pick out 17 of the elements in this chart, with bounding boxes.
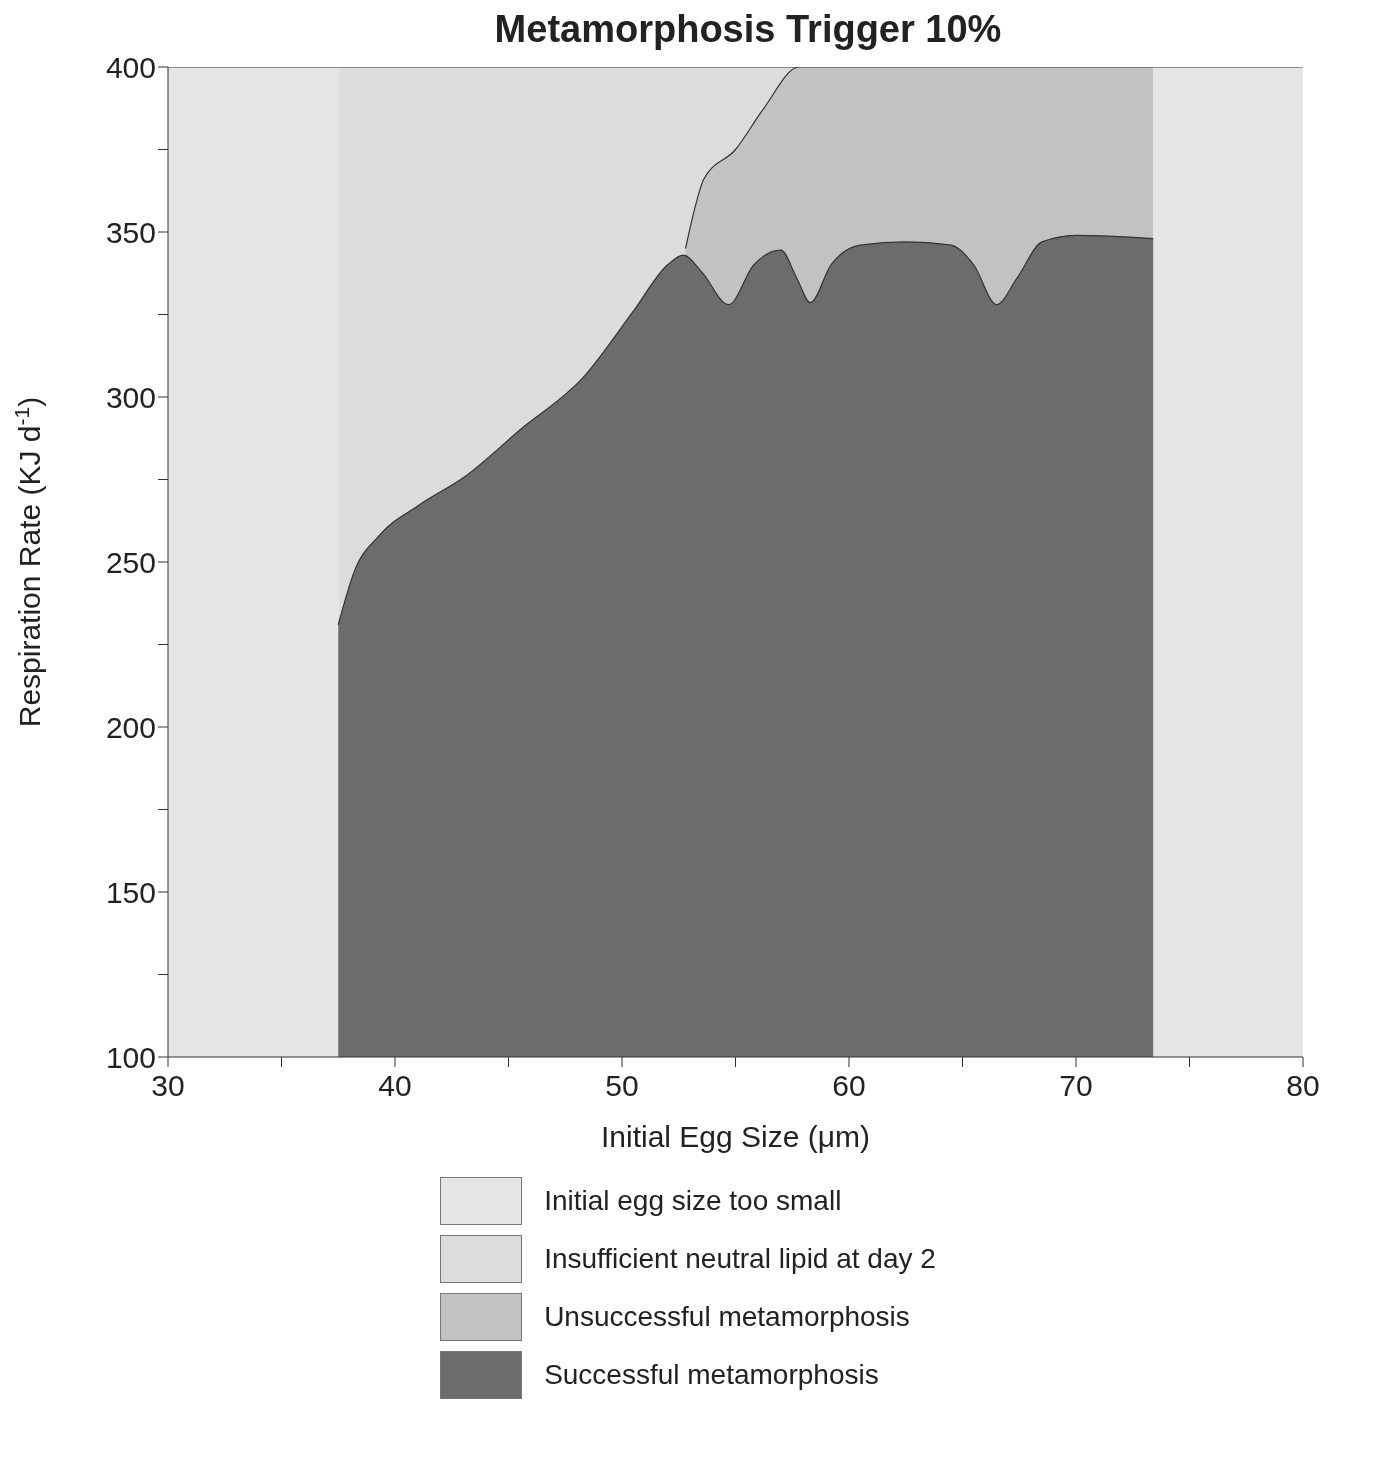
legend-label: Successful metamorphosis	[544, 1359, 879, 1391]
y-tick-label: 300	[105, 380, 156, 414]
y-tick-label: 400	[105, 50, 156, 84]
x-tick-label: 60	[832, 1069, 866, 1103]
legend-label: Initial egg size too small	[544, 1185, 842, 1217]
x-tick-label: 50	[605, 1069, 639, 1103]
legend-label: Insufficient neutral lipid at day 2	[544, 1243, 936, 1275]
y-tick-label: 150	[105, 875, 156, 909]
x-tick-label: 80	[1286, 1069, 1320, 1103]
y-tick-label: 350	[105, 215, 156, 249]
x-tick-label: 40	[378, 1069, 412, 1103]
x-tick-label: 70	[1059, 1069, 1093, 1103]
y-tick-label: 200	[105, 710, 156, 744]
chart-title: Metamorphosis Trigger 10%	[493, 8, 1003, 51]
x-axis-title: Initial Egg Size (μm)	[600, 1120, 871, 1153]
legend-label: Unsuccessful metamorphosis	[544, 1301, 910, 1333]
y-tick-label: 250	[105, 545, 156, 579]
